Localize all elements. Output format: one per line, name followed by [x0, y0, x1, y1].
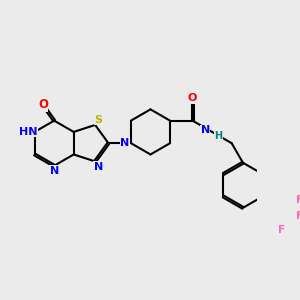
Text: HN: HN	[20, 127, 38, 137]
Text: F: F	[296, 195, 300, 205]
Text: N: N	[201, 125, 210, 135]
Text: N: N	[120, 138, 130, 148]
Text: N: N	[94, 161, 103, 172]
Text: O: O	[38, 98, 48, 111]
Text: S: S	[94, 115, 103, 125]
Text: F: F	[296, 211, 300, 221]
Text: H: H	[214, 131, 222, 141]
Text: N: N	[50, 166, 59, 176]
Text: O: O	[188, 93, 197, 103]
Text: F: F	[278, 225, 286, 235]
